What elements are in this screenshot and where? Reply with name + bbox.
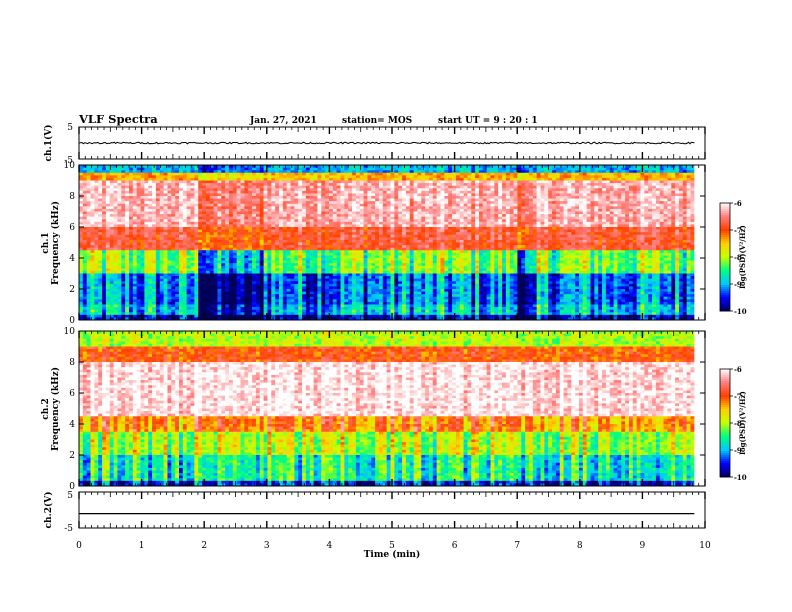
x-tick-0: 0 [76, 541, 82, 551]
ch1-colorbar: -6 -7 -8 -9 -10 log(PSD)(V²/Hz) [719, 199, 747, 316]
ch1-wave-ytick-top: 5 [67, 123, 73, 133]
ch1-spec-ytick-5: 10 [64, 161, 76, 171]
ch2-spec-ylabel-channel: ch.2 [41, 398, 51, 419]
ch2-colorbar-tick-0: -6 [734, 365, 742, 374]
ch2-spectrogram-ticks [78, 331, 706, 486]
x-tick-5: 5 [389, 541, 395, 551]
ch2-wave-ytick-top: 5 [67, 491, 73, 501]
start-time-label: start UT = 9 : 20 : 1 [438, 116, 538, 126]
x-tick-10: 10 [699, 541, 711, 551]
ch2-spec-ytick-4: 8 [69, 358, 75, 368]
ch1-spec-ytick-2: 4 [69, 254, 75, 264]
ch1-colorbar-tick-0: -6 [734, 199, 742, 208]
ch2-colorbar-tick-3: -9 [734, 446, 742, 455]
x-tick-1: 1 [139, 541, 145, 551]
ch1-spectrogram-yticks: 0 2 4 6 8 10 [64, 161, 705, 326]
ch2-waveform-ticks [78, 492, 706, 528]
ch1-colorbar-label: log(PSD)(V²/Hz) [738, 225, 747, 289]
ch1-colorbar-tick-4: -10 [734, 307, 747, 316]
x-tick-4: 4 [327, 541, 333, 551]
x-axis-label: Time (min) [364, 549, 421, 560]
date-label: Jan. 27, 2021 [249, 116, 317, 126]
ch1-spec-ylabel-frequency: Frequency (kHz) [50, 201, 61, 285]
ch1-spectrogram-ticks [78, 165, 706, 320]
ch1-spec-ytick-1: 2 [69, 285, 75, 295]
ch1-spec-ytick-4: 8 [69, 192, 75, 202]
ch2-colorbar-label: log(PSD)(V²/Hz) [738, 391, 747, 455]
ch2-waveform-panel: 5 -5 ch.2(V) [43, 491, 706, 534]
x-tick-7: 7 [514, 541, 520, 551]
figure-title: VLF Spectra [78, 112, 158, 126]
ch2-spectrogram-panel: 0 2 4 6 8 10 ch.2 Frequency (kHz) [41, 327, 706, 492]
ch2-spec-ylabel-frequency: Frequency (kHz) [50, 367, 61, 451]
ch2-spec-ytick-0: 0 [69, 482, 75, 492]
ch2-spectrogram-heatmap [79, 331, 705, 486]
ch1-waveform-panel: 5 -5 ch.1(V) [43, 123, 706, 166]
ch2-spec-ytick-5: 10 [64, 327, 76, 337]
ch2-wave-ylabel: ch.2(V) [43, 492, 54, 529]
x-tick-6: 6 [452, 541, 458, 551]
ch1-spec-ylabel-channel: ch.1 [41, 232, 51, 253]
ch2-colorbar-tick-1: -7 [734, 392, 742, 401]
ch2-colorbar-tick-4: -10 [734, 473, 747, 482]
ch2-spec-ytick-2: 4 [69, 420, 75, 430]
ch1-spectrogram-panel: 0 2 4 6 8 10 ch.1 Frequency (kHz) [41, 161, 706, 326]
ch2-wave-ytick-bottom: -5 [64, 524, 73, 534]
ch1-wave-ytick-bottom: -5 [64, 156, 73, 166]
ch2-colorbar-tick-2: -8 [734, 419, 742, 428]
ch1-waveform-trace [78, 141, 695, 145]
ch1-colorbar-tick-1: -7 [734, 226, 742, 235]
ch1-colorbar-tick-3: -9 [734, 280, 742, 289]
ch2-spectrogram-yticks: 0 2 4 6 8 10 [64, 327, 705, 492]
ch1-wave-ylabel: ch.1(V) [43, 125, 54, 162]
ch1-colorbar-tick-2: -8 [734, 253, 742, 262]
ch1-waveform-ticks [78, 127, 706, 159]
station-label: station= MOS [342, 116, 412, 126]
x-tick-3: 3 [264, 541, 270, 551]
x-tick-9: 9 [640, 541, 646, 551]
x-tick-8: 8 [577, 541, 583, 551]
ch2-colorbar: -6 -7 -8 -9 -10 log(PSD)(V²/Hz) [719, 365, 747, 482]
x-tick-2: 2 [201, 541, 207, 551]
ch1-spectrogram-heatmap [79, 165, 705, 320]
ch2-spec-ytick-1: 2 [69, 451, 75, 461]
x-axis-tick-labels: 0 1 2 3 4 5 6 7 8 9 10 [76, 541, 711, 551]
ch1-spec-ytick-3: 6 [69, 223, 75, 233]
ch1-spec-ytick-0: 0 [69, 316, 75, 326]
ch2-spec-ytick-3: 6 [69, 389, 75, 399]
